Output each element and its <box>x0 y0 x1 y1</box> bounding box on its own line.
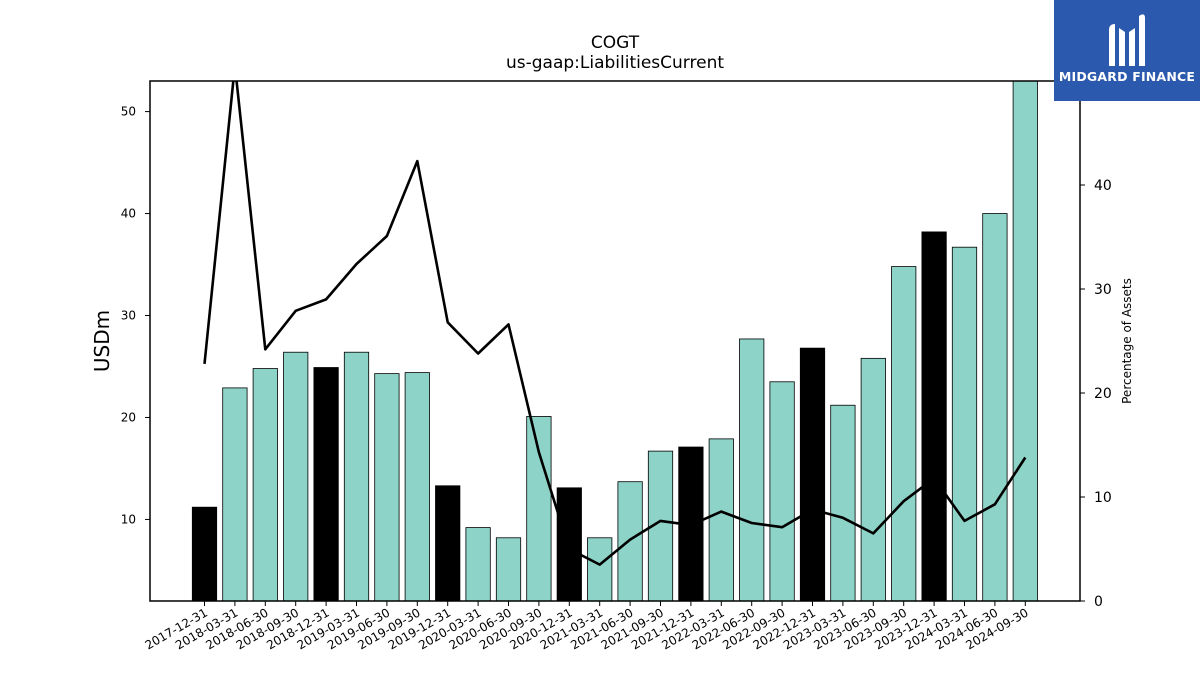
percentage-line <box>203 81 1027 566</box>
bar <box>343 351 370 601</box>
midgard-logo-text: MIDGARD FINANCE <box>1058 69 1196 84</box>
bar <box>708 438 734 601</box>
y-right-tick-label: 10 <box>1094 490 1112 506</box>
y-left-tick-label: 50 <box>121 105 136 119</box>
chart-subtitle: us-gaap:LiabilitiesCurrent <box>506 53 724 73</box>
bar <box>891 266 917 601</box>
plot-frame <box>149 80 1081 602</box>
bar <box>951 246 978 601</box>
bar <box>465 527 491 601</box>
y-right-tick-label: 20 <box>1094 386 1112 402</box>
y-left-tick-label: 20 <box>121 410 136 424</box>
bar-series <box>191 81 1038 601</box>
bar <box>587 537 613 601</box>
bar <box>830 404 856 601</box>
y-left-tick-label: 40 <box>121 207 136 221</box>
bar <box>283 351 309 601</box>
bar <box>982 213 1008 601</box>
bar <box>404 372 430 601</box>
bar <box>222 387 248 601</box>
y-axis-right-label: Percentage of Assets <box>1120 278 1134 404</box>
bar <box>435 485 461 601</box>
y-axis-left-label: USDm <box>90 310 114 372</box>
bar <box>374 373 400 601</box>
bar <box>556 487 582 601</box>
midgard-logo-mark-icon <box>1109 14 1145 66</box>
bar <box>860 357 886 601</box>
bar <box>1012 81 1038 601</box>
bar <box>495 537 522 601</box>
bar <box>191 506 218 601</box>
bar <box>252 368 278 601</box>
line-series <box>203 81 1027 566</box>
chart-title: COGT <box>591 33 640 53</box>
y-left-tick-label: 30 <box>121 309 136 323</box>
bar <box>313 367 339 601</box>
y-right-tick-label: 0 <box>1094 594 1103 610</box>
bar <box>526 416 552 601</box>
y-left-tick-label: 10 <box>121 512 136 526</box>
bar <box>769 381 795 601</box>
y-right-tick-label: 40 <box>1094 178 1112 194</box>
bar <box>799 347 826 601</box>
y-right-tick-label: 30 <box>1094 282 1112 298</box>
midgard-logo: MIDGARD FINANCE <box>1054 0 1200 101</box>
bar <box>739 338 765 601</box>
bar <box>617 481 643 601</box>
bar <box>921 231 947 601</box>
